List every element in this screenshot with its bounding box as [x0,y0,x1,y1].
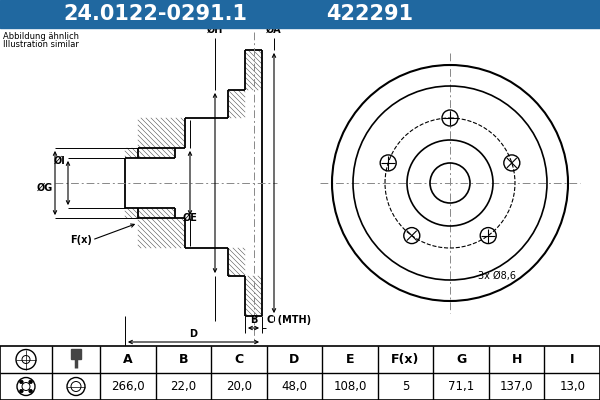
Text: ØG: ØG [37,183,53,193]
Text: 20,0: 20,0 [226,380,252,393]
Text: 13,0: 13,0 [559,380,585,393]
Text: 48,0: 48,0 [281,380,307,393]
Text: 3x Ø8,6: 3x Ø8,6 [478,271,516,281]
Text: ØA: ØA [266,25,282,35]
Text: ØI: ØI [54,156,66,166]
Bar [0,0,600,28]
Text: C: C [235,353,244,366]
Bar [0,346,600,400]
Text: 266,0: 266,0 [111,380,145,393]
Text: 108,0: 108,0 [334,380,367,393]
Circle shape [20,389,23,393]
Text: 71,1: 71,1 [448,380,474,393]
Circle shape [29,389,32,393]
Text: D: D [289,353,299,366]
Text: 137,0: 137,0 [500,380,533,393]
Text: 22,0: 22,0 [170,380,196,393]
Circle shape [29,380,32,384]
Text: Illustration similar: Illustration similar [3,40,79,49]
Text: 24.0122-0291.1: 24.0122-0291.1 [63,4,247,24]
Text: F(x): F(x) [391,353,420,366]
Text: Abbildung ähnlich: Abbildung ähnlich [3,32,79,41]
Text: ØE: ØE [182,213,197,223]
Text: 422291: 422291 [326,4,413,24]
Text: ØH: ØH [207,25,223,35]
Circle shape [20,380,23,384]
Text: 5: 5 [402,380,409,393]
Text: C (MTH): C (MTH) [267,315,311,325]
Text: D: D [190,329,197,339]
Text: I: I [570,353,574,366]
Bar [0,28,600,346]
Text: B: B [250,315,257,325]
Text: E: E [346,353,354,366]
Text: A: A [123,353,133,366]
Text: G: G [456,353,466,366]
Text: H: H [511,353,522,366]
Text: B: B [179,353,188,366]
Text: F(x): F(x) [70,235,92,245]
